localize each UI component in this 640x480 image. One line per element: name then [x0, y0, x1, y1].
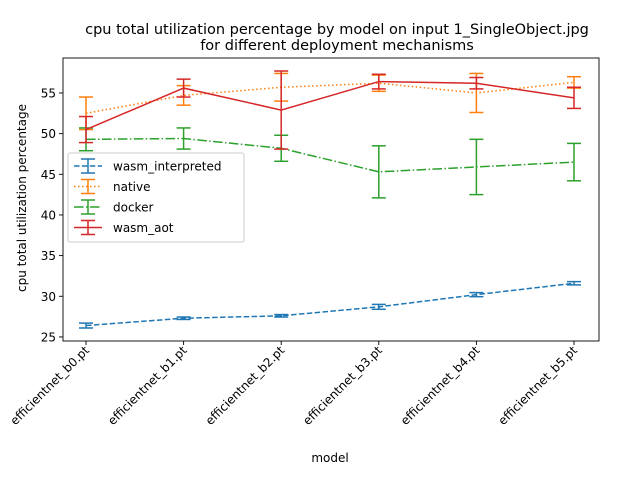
series-wasm_aot [79, 70, 581, 150]
y-tick-label: 25 [41, 330, 56, 344]
legend-item-wasm_aot: wasm_aot [74, 219, 174, 236]
x-tick-label: efficientnet_b1.pt [105, 343, 190, 428]
legend-label-wasm_aot: wasm_aot [113, 221, 174, 235]
series-line-docker [85, 137, 575, 173]
chart-title-line-2: for different deployment mechanisms [200, 38, 474, 54]
legend-label-native: native [113, 180, 150, 194]
x-tick-label: efficientnet_b3.pt [300, 343, 385, 428]
y-tick-label: 40 [41, 208, 56, 222]
legend-item-docker: docker [74, 199, 153, 215]
chart-title-line-1: cpu total utilization percentage by mode… [85, 22, 589, 38]
x-tick-label: efficientnet_b2.pt [203, 343, 288, 428]
series-wasm_interpreted [79, 280, 581, 329]
x-tick-label: efficientnet_b4.pt [398, 343, 483, 428]
legend-item-native: native [74, 178, 150, 195]
y-tick-label: 30 [41, 290, 56, 304]
legend-label-docker: docker [113, 201, 153, 215]
x-tick-label: efficientnet_b0.pt [7, 343, 92, 428]
y-tick-label: 35 [41, 249, 56, 263]
x-axis-label: model [311, 451, 348, 465]
legend-item-wasm_interpreted: wasm_interpreted [74, 158, 221, 174]
series-native [79, 72, 581, 131]
axes-frame [62, 57, 600, 342]
series-line-wasm_aot [85, 80, 575, 131]
series-line-wasm_interpreted [85, 282, 575, 327]
y-tick-label: 55 [41, 86, 56, 100]
x-tick-label: efficientnet_b5.pt [495, 343, 580, 428]
series-line-native [85, 81, 575, 115]
y-tick-label: 50 [41, 127, 56, 141]
y-axis-label: cpu total utilization percentage [15, 104, 29, 292]
legend-box [67, 152, 245, 243]
legend-label-wasm_interpreted: wasm_interpreted [113, 160, 221, 174]
y-tick-label: 45 [41, 168, 56, 182]
